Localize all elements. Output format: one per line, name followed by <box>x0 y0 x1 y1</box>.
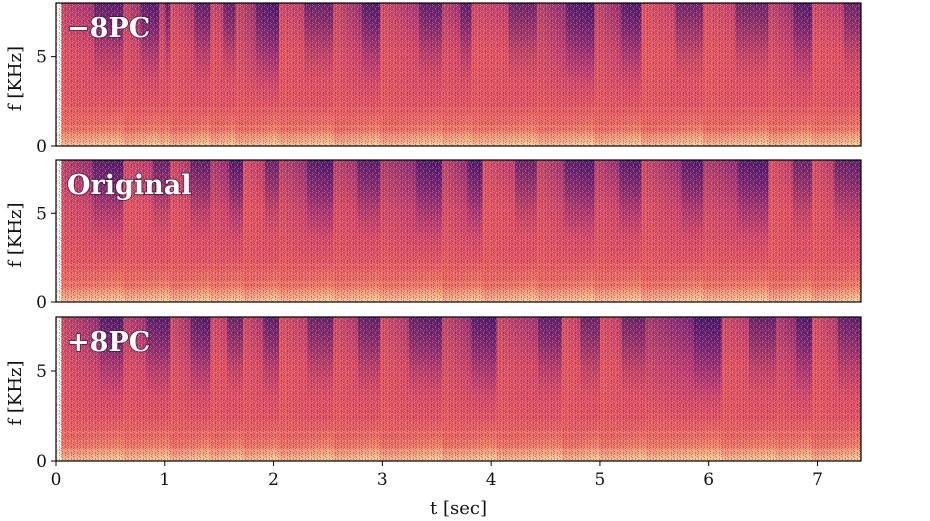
y-tick-label: 0 <box>36 452 47 472</box>
x-tick-label: 5 <box>595 470 606 490</box>
y-tick-label: 0 <box>36 293 47 313</box>
spectrogram-image <box>56 317 861 461</box>
x-tick-label: 1 <box>159 470 170 490</box>
x-axis-label: t [sec] <box>430 498 487 519</box>
y-axis-label: f [KHz] <box>5 360 26 425</box>
y-tick-label: 5 <box>36 362 47 382</box>
x-tick-label: 6 <box>703 470 714 490</box>
panel-frame <box>55 316 862 462</box>
spectrogram-noise <box>56 317 861 461</box>
x-tick-label: 4 <box>486 470 497 490</box>
panel-frame <box>55 159 862 303</box>
spectrogram-panels: 0 5 f [KHz] −8PC 0 5 f [KHz] Original 0 5 f [KHz] +… <box>5 2 862 472</box>
x-tick-label: 7 <box>812 470 823 490</box>
y-axis-label: f [KHz] <box>5 46 26 111</box>
y-axis-label: f [KHz] <box>5 202 26 267</box>
spectrogram-noise <box>56 160 861 302</box>
y-tick-label: 5 <box>36 204 47 224</box>
spectrogram-image <box>56 160 861 302</box>
panel-label: −8PC <box>67 13 150 44</box>
spectrogram-image <box>56 3 861 146</box>
panel-frame <box>55 2 862 147</box>
panel-label: +8PC <box>67 327 150 358</box>
spectrogram-panel: 0 5 f [KHz] +8PC <box>5 316 862 472</box>
x-tick-label: 3 <box>377 470 388 490</box>
x-tick-label: 2 <box>268 470 279 490</box>
spectrogram-panel: 0 5 f [KHz] Original <box>5 159 862 313</box>
y-tick-label: 5 <box>36 48 47 68</box>
y-tick-label: 0 <box>36 137 47 157</box>
panel-label: Original <box>67 170 192 201</box>
spectrogram-panel: 0 5 f [KHz] −8PC <box>5 2 862 157</box>
spectrogram-noise <box>56 3 861 146</box>
time-axis: 0 1 2 3 4 5 6 7 t [sec] <box>51 461 823 519</box>
x-tick-label: 0 <box>51 470 62 490</box>
